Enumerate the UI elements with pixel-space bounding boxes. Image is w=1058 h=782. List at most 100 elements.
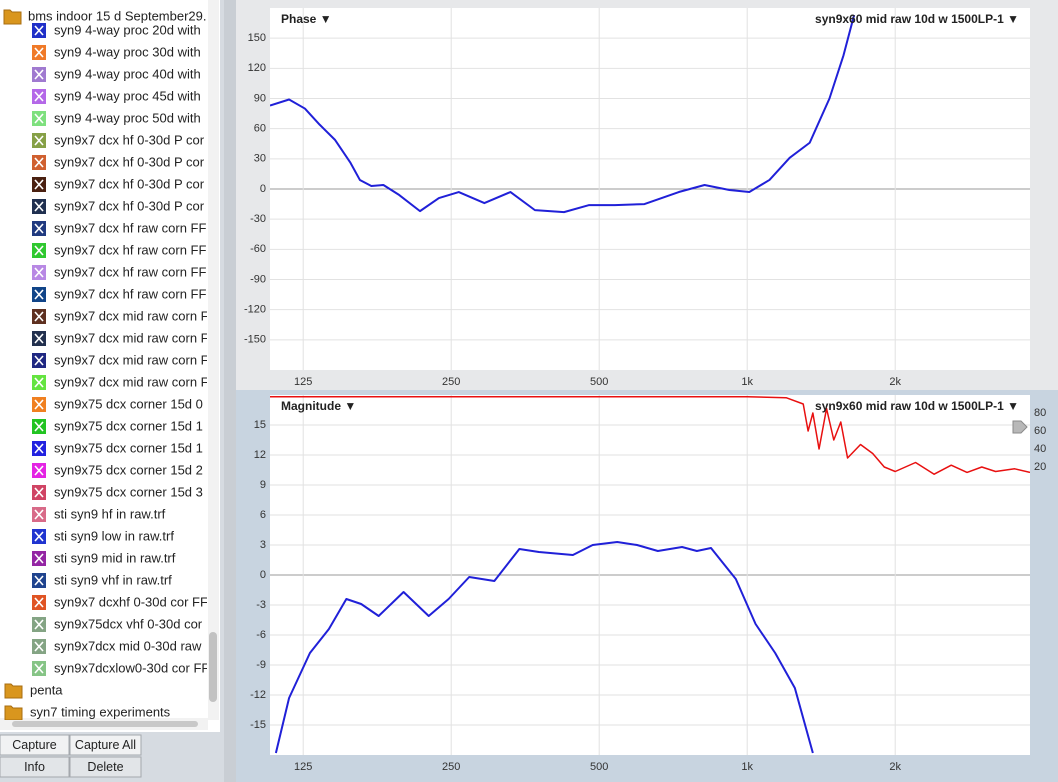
file-label[interactable]: syn9 4-way proc 20d with: [54, 22, 201, 37]
y-tick-label: -120: [244, 304, 266, 316]
file-label[interactable]: syn9x7 dcx hf 0-30d P cor: [54, 132, 205, 147]
y-tick-label: 90: [254, 92, 266, 104]
chart-title[interactable]: Phase ▼: [281, 12, 332, 26]
y-tick-label: -6: [256, 629, 266, 641]
file-label[interactable]: syn9x7 dcx hf raw corn FF: [54, 220, 206, 235]
file-icon-x: [34, 267, 44, 278]
y-tick-label: -9: [256, 659, 266, 671]
file-label[interactable]: syn9x7 dcx mid raw corn F: [54, 330, 209, 345]
y-tick-label: -60: [250, 243, 266, 255]
file-icon-x: [34, 135, 44, 146]
button-label[interactable]: Info: [24, 760, 45, 774]
x-tick-label: 2k: [889, 761, 901, 773]
file-icon-x: [34, 355, 44, 366]
y-tick-label: -150: [244, 334, 266, 346]
folder-icon: [4, 683, 23, 699]
y-tick-label: 15: [254, 419, 266, 431]
file-label[interactable]: syn9x7 dcx hf raw corn FF: [54, 242, 206, 257]
y-tick-label: 12: [254, 449, 266, 461]
y-tick-label: 0: [260, 569, 266, 581]
y-tick-label: -12: [250, 689, 266, 701]
button-bar: Capture Capture All Info Delete: [0, 734, 142, 778]
file-icon-x: [34, 311, 44, 322]
file-label[interactable]: sti syn9 hf in raw.trf: [54, 506, 166, 521]
file-icon-x: [34, 289, 44, 300]
file-icon-x: [34, 399, 44, 410]
button[interactable]: [0, 756, 70, 778]
file-label[interactable]: syn9 4-way proc 30d with: [54, 44, 201, 59]
file-label[interactable]: sti syn9 low in raw.trf: [54, 528, 174, 543]
folder-label[interactable]: syn7 timing experiments: [30, 704, 171, 719]
x-tick-label: 125: [294, 761, 312, 773]
file-label[interactable]: syn9x75 dcx corner 15d 1: [54, 418, 203, 433]
file-label[interactable]: syn9x75 dcx corner 15d 0: [54, 396, 203, 411]
file-icon-x: [34, 377, 44, 388]
button-label[interactable]: Delete: [87, 760, 123, 774]
trace-label[interactable]: syn9x60 mid raw 10d w 1500LP-1 ▼: [815, 399, 1019, 413]
file-label[interactable]: sti syn9 vhf in raw.trf: [54, 572, 172, 587]
file-icon-x: [34, 157, 44, 168]
y-tick-label: 6: [260, 509, 266, 521]
button[interactable]: [69, 734, 142, 756]
file-icon-x: [34, 91, 44, 102]
file-icon-x: [34, 663, 44, 674]
y-tick-label: 30: [254, 153, 266, 165]
file-label[interactable]: syn9x7 dcx hf raw corn FF: [54, 286, 206, 301]
splitter[interactable]: [224, 0, 236, 782]
x-tick-label: 1k: [741, 376, 753, 388]
folder-icon: [4, 705, 23, 720]
file-label[interactable]: syn9x7dcxlow0-30d cor FF: [54, 660, 209, 675]
file-icon-x: [34, 509, 44, 520]
trace-label[interactable]: syn9x60 mid raw 10d w 1500LP-1 ▼: [815, 12, 1019, 26]
file-label[interactable]: syn9x7 dcx hf 0-30d P cor: [54, 176, 205, 191]
x-tick-label: 250: [442, 761, 460, 773]
file-label[interactable]: syn9x75dcx vhf 0-30d cor: [54, 616, 203, 631]
file-label[interactable]: syn9x7 dcx hf 0-30d P cor: [54, 198, 205, 213]
chart-title[interactable]: Magnitude ▼: [281, 399, 356, 413]
button-label[interactable]: Capture: [12, 738, 57, 752]
file-icon-x: [34, 69, 44, 80]
x-tick-label: 1k: [741, 761, 753, 773]
data-line: [270, 14, 856, 214]
scrollbar-track[interactable]: [208, 0, 219, 720]
file-label[interactable]: sti syn9 mid in raw.trf: [54, 550, 176, 565]
button-label[interactable]: Capture All: [75, 738, 136, 752]
file-label[interactable]: syn9x7 dcx mid raw corn F: [54, 352, 209, 367]
file-label[interactable]: syn9x75 dcx corner 15d 3: [54, 484, 203, 499]
file-icon-x: [34, 201, 44, 212]
file-label[interactable]: syn9x7 dcx hf 0-30d P cor: [54, 154, 205, 169]
y2-tick-label: 60: [1034, 425, 1046, 437]
folder-label[interactable]: penta: [30, 682, 63, 697]
file-icon-x: [34, 531, 44, 542]
folder-label[interactable]: bms indoor 15 d September29.2021: [28, 8, 235, 23]
h-scrollbar-thumb[interactable]: [12, 721, 198, 727]
file-label[interactable]: syn9x7dcx mid 0-30d raw: [54, 638, 202, 653]
file-icon-x: [34, 553, 44, 564]
button[interactable]: [69, 756, 142, 778]
x-tick-label: 125: [294, 376, 312, 388]
y-tick-label: -30: [250, 213, 266, 225]
file-label[interactable]: syn9x7 dcx mid raw corn F: [54, 374, 209, 389]
button[interactable]: [0, 734, 70, 756]
file-icon-x: [34, 575, 44, 586]
file-label[interactable]: syn9x75 dcx corner 15d 2: [54, 462, 203, 477]
file-label[interactable]: syn9x7 dcxhf 0-30d cor FF: [54, 594, 208, 609]
file-label[interactable]: syn9x75 dcx corner 15d 1: [54, 440, 203, 455]
file-label[interactable]: syn9x7 dcx hf raw corn FF: [54, 264, 206, 279]
folder-icon: [3, 9, 22, 25]
scrollbar-thumb[interactable]: [209, 632, 217, 702]
file-icon-x: [34, 443, 44, 454]
threshold-handle[interactable]: [1012, 420, 1028, 434]
file-label[interactable]: syn9x7 dcx mid raw corn F: [54, 308, 209, 323]
file-icon-x: [34, 421, 44, 432]
file-icon-x: [34, 113, 44, 124]
file-icon-x: [34, 245, 44, 256]
y-tick-label: 9: [260, 479, 266, 491]
file-label[interactable]: syn9 4-way proc 50d with: [54, 110, 201, 125]
file-label[interactable]: syn9 4-way proc 40d with: [54, 66, 201, 81]
y-tick-label: 120: [248, 62, 266, 74]
file-label[interactable]: syn9 4-way proc 45d with: [54, 88, 201, 103]
